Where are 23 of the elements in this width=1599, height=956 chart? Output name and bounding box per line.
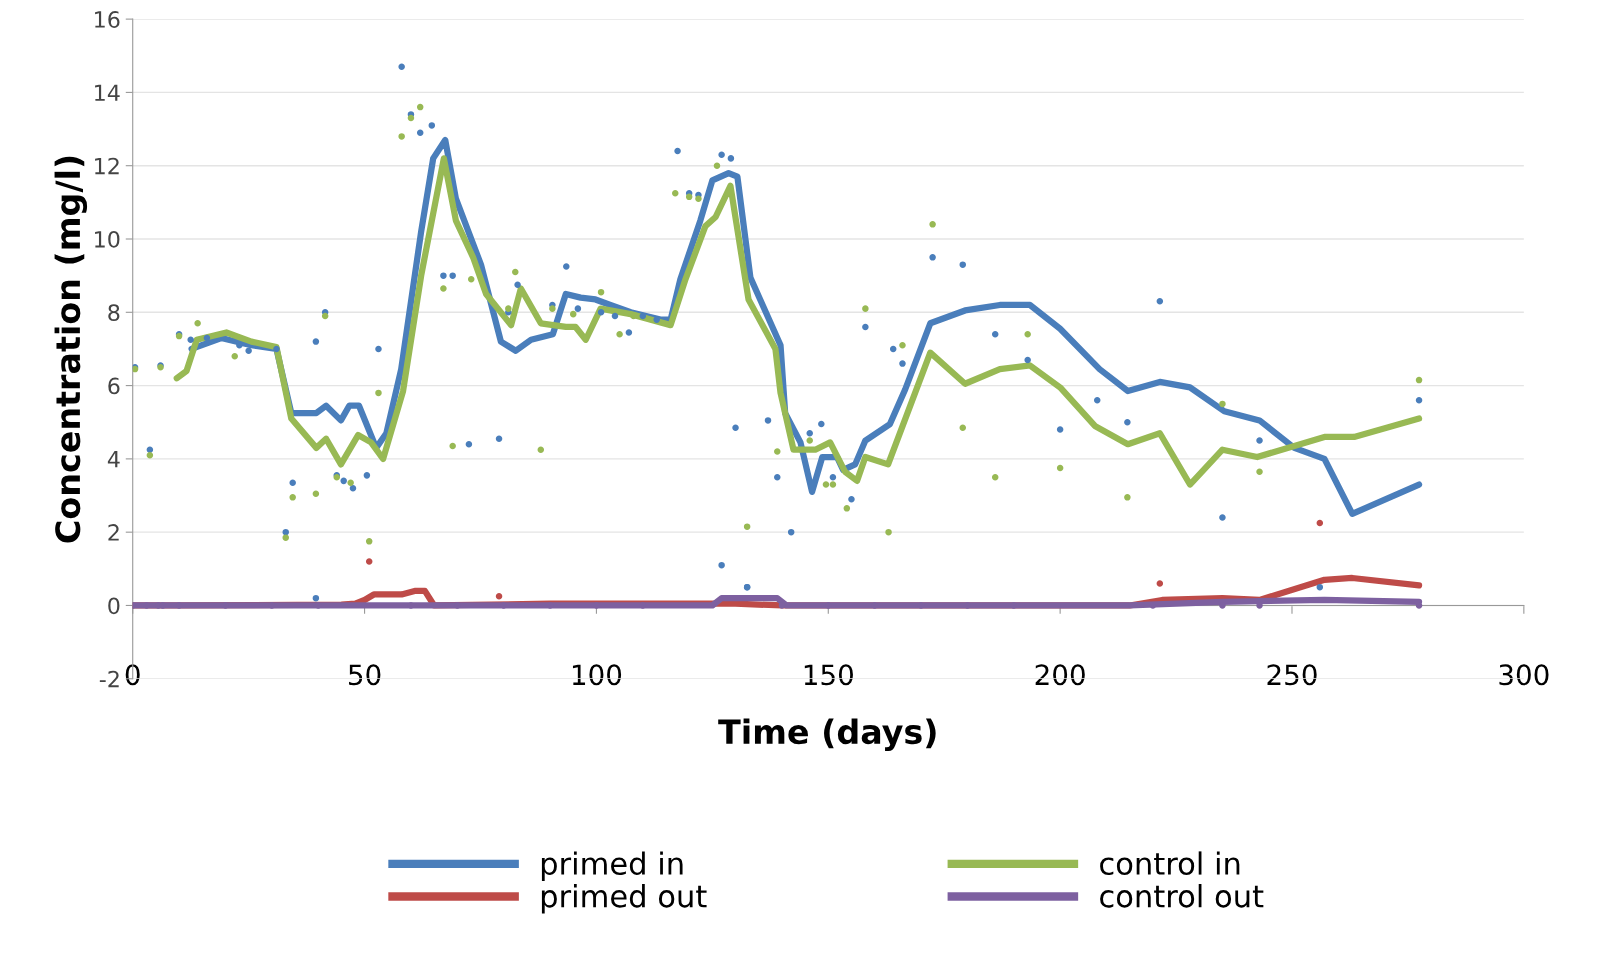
legend-label: control out [1100, 884, 1264, 908]
x-tick-label: 0 [125, 664, 140, 686]
y-tick-label: 16 [95, 11, 120, 28]
y-tick-label: -2 [99, 670, 119, 688]
y-tick-label: 6 [108, 377, 120, 395]
x-axis-title: Time (days) [718, 718, 936, 751]
x-tick-label: 300 [1499, 664, 1549, 686]
x-tick-label: 150 [804, 664, 853, 686]
legend-label: primed out [541, 884, 707, 914]
y-tick-label: 10 [95, 230, 120, 248]
x-tick-label: 250 [1267, 664, 1317, 686]
y-axis-title: Concentration (mg/l) [54, 156, 88, 543]
y-tick-label: 12 [95, 157, 119, 175]
x-tick-label: 50 [349, 664, 381, 686]
legend-label: control in [1100, 851, 1240, 876]
y-tick-label: 4 [107, 451, 120, 468]
y-tick-label: 8 [108, 304, 120, 322]
x-tick-label: 200 [1035, 664, 1085, 686]
x-tick-label: 100 [572, 664, 622, 686]
legend-label: primed in [541, 851, 683, 881]
y-tick-label: 14 [95, 84, 120, 101]
y-tick-label: 0 [108, 597, 120, 615]
y-tick-label: 2 [108, 524, 119, 541]
